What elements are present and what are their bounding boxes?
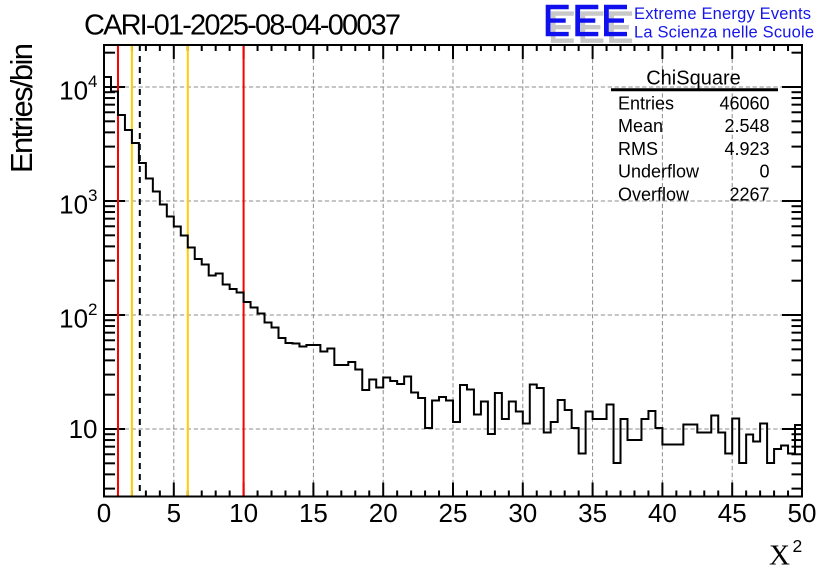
svg-text:35: 35 [578, 498, 607, 528]
svg-text:2.548: 2.548 [724, 116, 769, 136]
svg-text:Overflow: Overflow [618, 184, 690, 204]
svg-text:45: 45 [718, 498, 747, 528]
svg-text:Underflow: Underflow [618, 162, 700, 182]
svg-text:2: 2 [793, 536, 803, 556]
svg-text:Entries: Entries [618, 94, 674, 114]
svg-text:20: 20 [369, 498, 398, 528]
svg-text:X: X [769, 540, 790, 572]
svg-text:5: 5 [167, 498, 181, 528]
svg-text:CARI-01-2025-08-04-00037: CARI-01-2025-08-04-00037 [84, 9, 401, 41]
svg-text:40: 40 [648, 498, 677, 528]
svg-text:10: 10 [229, 498, 258, 528]
svg-text:0: 0 [97, 498, 111, 528]
svg-text:RMS: RMS [618, 139, 658, 159]
svg-text:2267: 2267 [729, 184, 769, 204]
svg-text:30: 30 [508, 498, 537, 528]
svg-text:La Scienza nelle Scuole: La Scienza nelle Scuole [634, 24, 814, 42]
svg-text:Mean: Mean [618, 116, 663, 136]
svg-text:50: 50 [788, 498, 817, 528]
svg-text:46060: 46060 [719, 94, 769, 114]
svg-text:0: 0 [759, 162, 769, 182]
svg-text:4.923: 4.923 [724, 139, 769, 159]
svg-text:10: 10 [69, 414, 98, 444]
svg-text:25: 25 [439, 498, 468, 528]
svg-text:ChiSquare: ChiSquare [646, 68, 741, 90]
svg-text:Extreme Energy Events: Extreme Energy Events [634, 5, 811, 23]
svg-text:15: 15 [299, 498, 328, 528]
svg-text:Entries/bin: Entries/bin [4, 43, 39, 173]
